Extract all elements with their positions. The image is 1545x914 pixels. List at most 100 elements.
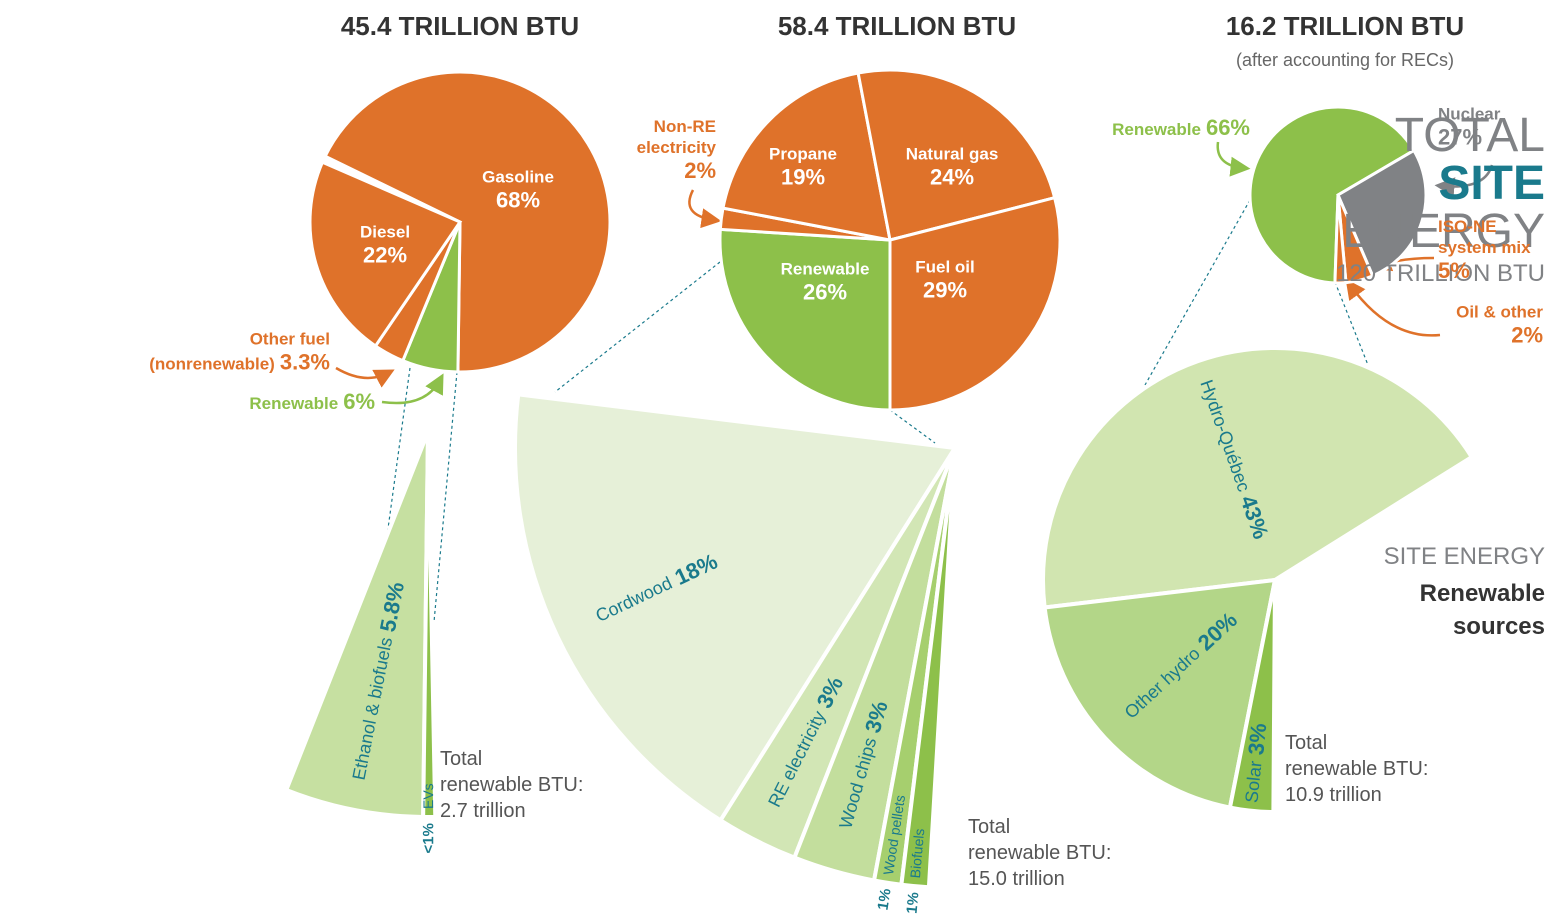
fan-slice	[1042, 577, 1278, 810]
total-note: Total renewable BTU: 15.0 trillion	[968, 816, 1111, 890]
note-line: renewable BTU:	[968, 842, 1111, 864]
slice-label: Renewable 6%	[249, 389, 375, 415]
slice-value: 19%	[780, 164, 826, 190]
pie-title: 45.4 TRILLION BTU	[341, 11, 579, 41]
slice-value: 2%	[1511, 322, 1543, 348]
slice-name: Diesel	[359, 222, 411, 242]
note-line: Total	[440, 748, 482, 770]
arrow	[688, 189, 722, 229]
arrow	[335, 366, 395, 388]
slice-label: ISO-NE system mix 5%	[1438, 216, 1545, 284]
pie-slice	[1248, 105, 1416, 285]
arrows	[335, 141, 1494, 405]
slice-name: Nuclear	[1438, 104, 1501, 124]
slice-label: Gasoline 68%	[482, 167, 554, 214]
slice-name: Non-RE electricity	[636, 117, 716, 157]
pie-slice	[308, 160, 463, 349]
slice-name: Oil & other	[1456, 302, 1543, 322]
fan-name: Biofuels	[907, 828, 927, 879]
fan-slice	[513, 392, 959, 824]
connector	[1334, 281, 1369, 366]
slice-name: Other fuel (nonrenewable)	[149, 329, 330, 374]
note-line: 2.7 trillion	[440, 800, 526, 822]
pie-slice	[721, 71, 892, 242]
slice-label: Nuclear 27%	[1438, 104, 1500, 151]
arrow	[1345, 278, 1441, 337]
slice-value: 3.3%	[279, 349, 330, 375]
slice-value: 26%	[802, 279, 848, 305]
slice-value: 2%	[684, 158, 716, 183]
pie-slice	[718, 227, 892, 412]
pie-slice	[888, 195, 1062, 412]
note-line: renewable BTU:	[1285, 758, 1428, 780]
pie-title: 58.4 TRILLION BTU	[778, 11, 1016, 41]
slice-value: 27%	[1438, 124, 1483, 150]
fan-slice	[283, 431, 430, 819]
slice-name: Fuel oil	[915, 257, 975, 277]
fan-name: EVs	[420, 783, 436, 809]
slice-label: Propane 19%	[769, 144, 837, 191]
total-label: 120 TRILLION BTU	[1336, 260, 1545, 287]
arrow	[381, 373, 444, 405]
fan-slice	[1227, 579, 1277, 815]
fan-slice	[421, 431, 438, 819]
fan-slice	[899, 447, 957, 890]
connector	[433, 371, 458, 623]
slice-value: 6%	[343, 389, 375, 414]
slice-label: Natural gas 24%	[906, 144, 999, 191]
pie-slice	[323, 70, 612, 374]
total-note: Total renewable BTU: 2.7 trillion	[440, 748, 583, 822]
slice-label: Other fuel (nonrenewable) 3.3%	[105, 329, 330, 376]
fan-value: 1%	[904, 891, 923, 914]
arrow	[1216, 141, 1251, 177]
fan-label: EVs	[420, 783, 436, 809]
slice-label: Renewable 66%	[1112, 115, 1250, 141]
slice-label: Diesel 22%	[360, 222, 410, 269]
slice-label: Renewable 26%	[781, 259, 870, 306]
pie-subtitle: (after accounting for RECs)	[1236, 50, 1454, 70]
sub-heading: SITE ENERGY	[1383, 543, 1545, 570]
slice-name: Renewable	[780, 259, 870, 279]
slice-name: Natural gas	[905, 144, 999, 164]
fan-label: Biofuels	[907, 828, 927, 879]
pie-title: 16.2 TRILLION BTU	[1226, 11, 1464, 41]
fan-value: 3%	[1243, 722, 1271, 756]
slice-name: Renewable	[1112, 120, 1201, 139]
pie-slice	[1333, 194, 1348, 285]
fan-value: <1%	[420, 823, 437, 854]
sub-line: Renewable	[1419, 580, 1545, 607]
fan-value: 1%	[875, 887, 895, 911]
slice-label: Non-RE electricity 2%	[606, 116, 716, 184]
note-line: 15.0 trillion	[968, 868, 1065, 890]
slice-value: 29%	[922, 277, 968, 303]
connector	[889, 409, 936, 444]
slice-value: 66%	[1205, 115, 1250, 140]
title-line: ENERGY	[1342, 205, 1545, 258]
slice-value: 5%	[1438, 258, 1470, 283]
title-block: TOTAL SITE ENERGY 120 TRILLION BTU	[1293, 112, 1545, 290]
fan-label: Solar 3%	[1238, 722, 1271, 804]
slice-name: Renewable	[249, 394, 339, 413]
slice-name: Propane	[768, 144, 838, 164]
total-note: Total renewable BTU: 10.9 trillion	[1285, 732, 1428, 806]
title-line: TOTAL	[1394, 109, 1545, 162]
arrow	[1434, 164, 1494, 198]
connector	[554, 261, 721, 393]
slice-label: Fuel oil 29%	[915, 257, 975, 304]
subtitle-block: SITE ENERGY Renewable sources	[1272, 540, 1545, 643]
slice-label: Oil & other 2%	[1456, 302, 1543, 349]
note-line: 10.9 trillion	[1285, 784, 1382, 806]
note-line: Total	[968, 816, 1010, 838]
slice-value: 68%	[495, 187, 541, 213]
note-line: renewable BTU:	[440, 774, 583, 796]
fan-slice	[1041, 346, 1475, 610]
title-line: SITE	[1438, 157, 1545, 210]
sub-line: sources	[1452, 613, 1545, 640]
slice-name: Gasoline	[482, 167, 554, 187]
pie-slice	[856, 68, 1057, 242]
slice-name: ISO-NE system mix	[1438, 217, 1531, 257]
fan-name: Solar	[1241, 760, 1265, 804]
slice-value: 24%	[929, 164, 975, 190]
